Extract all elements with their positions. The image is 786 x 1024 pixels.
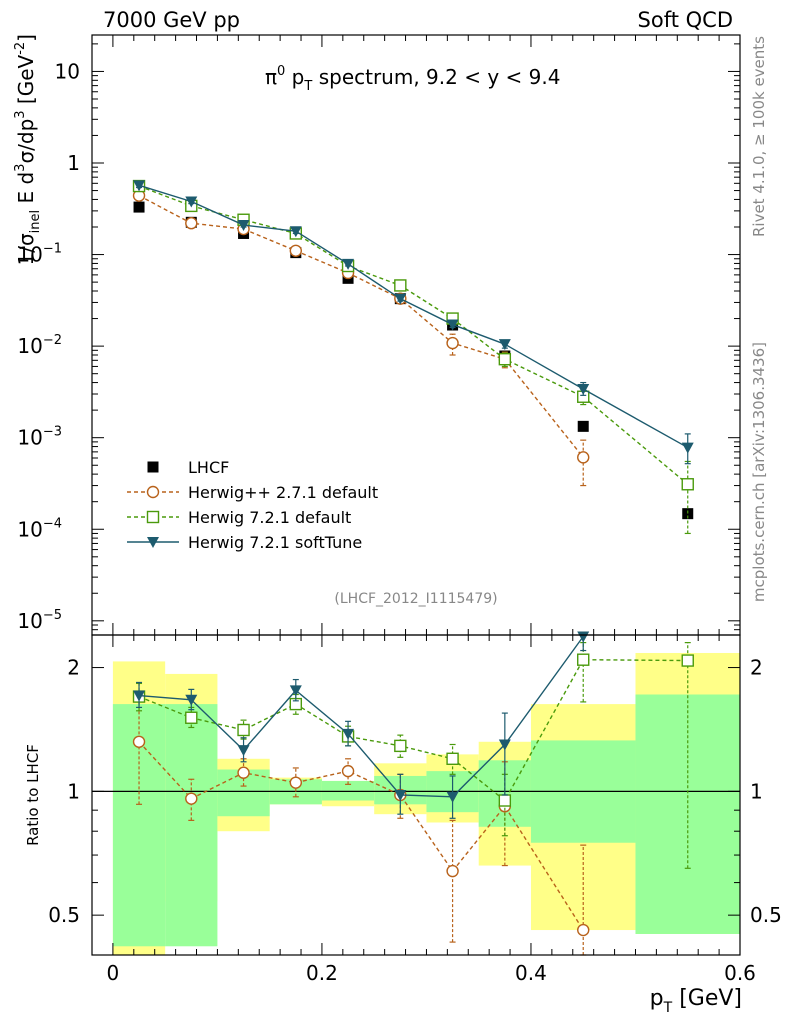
ratio-herwig_soft-point [577, 631, 590, 643]
legend-label-herwigpp: Herwig++ 2.7.1 default [188, 483, 378, 502]
legend-label-data: LHCF [188, 458, 229, 477]
ratio-herwig_soft-point [342, 728, 355, 740]
main-herwig_soft-point [237, 220, 250, 232]
main-ytick-label: 10−4 [17, 516, 62, 541]
ratio-herwig_default-point [237, 723, 250, 737]
ratio-herwig_default-point [185, 711, 198, 724]
ratio-xtick-label: 0 [107, 961, 120, 985]
main-ytick-label: 10−1 [17, 242, 62, 267]
main-herwig_default-line [138, 185, 689, 485]
ratio-ytick-label-left: 2 [67, 656, 80, 680]
ratio-herwigpp-point [341, 764, 355, 778]
main-ylabel: 1/σinel E d3σ/dp3 [GeV-2] [13, 34, 43, 265]
main-herwig_soft-point [342, 258, 355, 270]
ratio-herwig_default-point [681, 654, 694, 667]
legend-marker-herwig_default [146, 510, 160, 524]
main-herwig_soft-line [138, 184, 689, 449]
main-herwigpp-line [138, 195, 584, 458]
mcplots-label: mcplots.cern.ch [arXiv:1306.3436] [750, 342, 768, 602]
main-herwig_soft-point [394, 293, 407, 305]
main-herwigpp-point [289, 244, 303, 257]
main-herwig_soft-point [577, 384, 590, 396]
main-herwig_default-point [394, 279, 407, 292]
ratio-herwig_soft-point [394, 789, 407, 801]
ratio-herwigpp-point [185, 792, 198, 805]
legend-marker-data [147, 461, 159, 473]
ratio-xtick-label: 0.6 [724, 961, 756, 985]
main-herwig_soft-point [185, 196, 198, 208]
main-panel: π0 pT spectrum, 9.2 < y < 9.4 1/σinel E … [13, 34, 741, 636]
main-herwigpp-point [185, 217, 198, 230]
legend-marker-herwigpp [146, 485, 160, 499]
ratio-herwig_default-point [446, 752, 459, 765]
ratio-ytick-label-right: 1 [750, 779, 763, 803]
ratio-band-inner [165, 704, 218, 947]
main-herwig_soft-point [498, 339, 511, 351]
ratio-herwig_soft-point [289, 685, 302, 697]
ratio-ytick-label-left: 0.5 [48, 903, 80, 927]
ratio-xlabel: pT [GeV] [650, 986, 742, 1016]
main-herwig_soft-point [133, 180, 146, 192]
ratio-ylabel: Ratio to LHCF [24, 744, 42, 846]
main-data-point [133, 201, 145, 213]
ratio-ytick-label-right: 0.5 [750, 903, 782, 927]
main-herwig_default-point [498, 352, 512, 366]
ratio-herwig_soft-point [498, 739, 511, 751]
legend: LHCF Herwig++ 2.7.1 default Herwig 7.2.1 d… [127, 458, 378, 552]
main-ytick-label: 10 [55, 59, 80, 83]
main-herwigpp-point [577, 451, 590, 464]
header-right: Soft QCD [638, 8, 733, 32]
main-data-point [682, 508, 694, 520]
ratio-herwig_soft-point [185, 694, 198, 706]
ratio-frame [91, 634, 741, 956]
main-herwig_default-point [681, 478, 694, 491]
main-ytick-label: 1 [67, 151, 80, 175]
ratio-herwigpp-point [289, 776, 303, 789]
main-ytick-label: 10−3 [17, 425, 62, 450]
ratio-band-inner [635, 694, 740, 934]
ratio-herwig_soft-point [446, 791, 459, 803]
ratio-band-inner [321, 780, 375, 801]
ratio-herwig_soft-point [133, 690, 146, 702]
main-data-point [577, 420, 589, 432]
ratio-herwig_default-point [577, 653, 590, 666]
ratio-xtick-label: 0.2 [306, 961, 338, 985]
main-herwig_soft-point [681, 442, 694, 454]
main-herwig_soft-point [446, 319, 459, 331]
ratio-xtick-label: 0.4 [515, 961, 547, 985]
header-left: 7000 GeV pp [103, 8, 240, 32]
analysis-watermark: (LHCF_2012_I1115479) [334, 591, 497, 607]
ratio-herwigpp-point [446, 864, 459, 878]
main-herwig_soft-point [289, 226, 302, 238]
ratio-herwigpp-point [132, 735, 146, 748]
ratio-herwig_default-point [394, 739, 407, 753]
main-title: π0 pT spectrum, 9.2 < y < 9.4 [265, 64, 560, 94]
main-ytick-label: 10−5 [17, 608, 62, 633]
legend-label-herwig_default: Herwig 7.2.1 default [188, 508, 351, 527]
ratio-panel: Ratio to LHCF pT [GeV] 2 2 1 1 0.5 0.5 0 0.2 0.4… [24, 631, 782, 1016]
ratio-herwig_default-point [498, 794, 512, 807]
rivet-label: Rivet 4.1.0, ≥ 100k events [750, 36, 768, 237]
ratio-herwig_soft-point [237, 745, 250, 757]
ratio-herwig_default-line [138, 658, 688, 802]
main-ytick-label: 10−2 [17, 333, 62, 358]
ratio-ytick-label-left: 1 [67, 779, 80, 803]
ratio-ytick-label-right: 2 [750, 656, 763, 680]
legend-label-herwig_soft: Herwig 7.2.1 softTune [188, 533, 362, 552]
axes-frames [91, 34, 741, 956]
ratio-herwigpp-point [237, 766, 250, 779]
legend-marker-herwig_soft [147, 537, 159, 548]
main-herwigpp-point [446, 336, 459, 350]
ratio-herwigpp-point [577, 923, 590, 937]
